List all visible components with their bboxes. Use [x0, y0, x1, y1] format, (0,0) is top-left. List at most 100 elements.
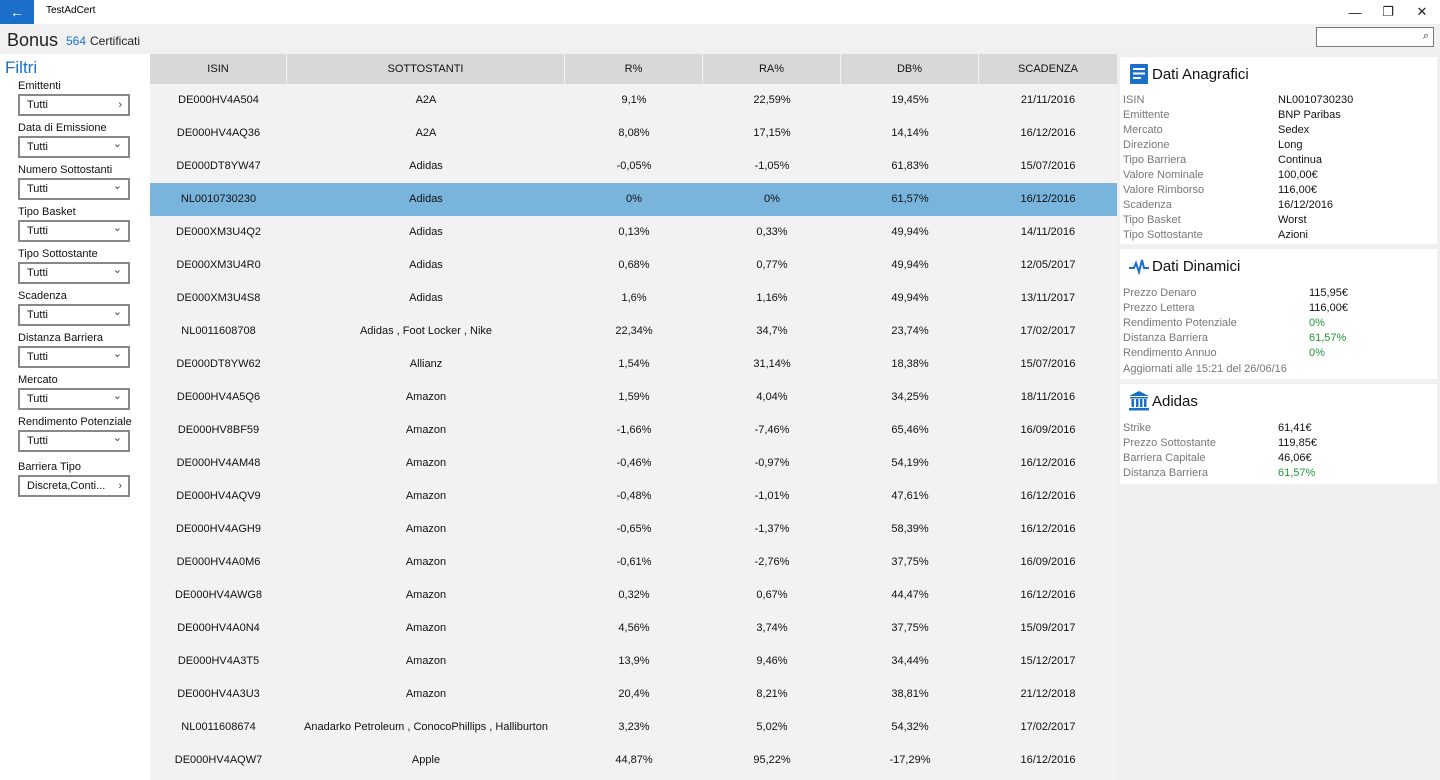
filter-select[interactable]: Discreta,Conti... › [18, 475, 130, 497]
field-label: Valore Nominale [1123, 169, 1204, 181]
column-header-sottostanti[interactable]: SOTTOSTANTI [287, 54, 565, 84]
filter-label: Tipo Sottostante [18, 248, 98, 260]
table-row[interactable]: DE000HV4AQW7 Apple 44,87% 95,22% -17,29% 16/1… [150, 744, 1117, 777]
cell-isin: NL0011608708 [181, 325, 256, 337]
chevron-down-icon: ⌄ [112, 180, 122, 192]
chevron-down-icon: ⌄ [112, 348, 122, 360]
table-row[interactable]: DE000HV4AQV9 Amazon -0,48% -1,01% 47,61% 16/1… [150, 480, 1117, 513]
column-header-r[interactable]: R% [565, 54, 703, 84]
field-value: NL0010730230 [1278, 94, 1354, 106]
filter-select[interactable]: Tutti ⌄ [18, 304, 130, 326]
table-row[interactable]: DE000HV4A0M6 Amazon -0,61% -2,76% 37,75% 16/0… [150, 546, 1117, 579]
field-value: 0% [1309, 347, 1325, 359]
column-header-isin[interactable]: ISIN [150, 54, 287, 84]
table-row[interactable]: DE000HV4A0N4 Amazon 4,56% 3,74% 37,75% 15/09/… [150, 612, 1117, 645]
cell-isin: DE000HV4AQV9 [176, 490, 261, 502]
table-row[interactable]: DE000HV4AGH9 Amazon -0,65% -1,37% 58,39% 16/1… [150, 513, 1117, 546]
title-bar: ← TestAdCert — ❐ ✕ [0, 0, 1440, 24]
table-row[interactable]: DE000HV4A5Q6 Amazon 1,59% 4,04% 34,25% 18/11/… [150, 381, 1117, 414]
chevron-right-icon: › [118, 480, 122, 492]
table-row[interactable]: DE000HV4A3T5 Amazon 13,9% 9,46% 34,44% 15/12/… [150, 645, 1117, 678]
cell-db: 23,74% [891, 325, 929, 337]
cell-sottostanti: Amazon [405, 622, 447, 634]
field-value: BNP Paribas [1278, 109, 1341, 121]
column-header-ra[interactable]: RA% [703, 54, 841, 84]
filter-label: Emittenti [18, 80, 61, 92]
field-label: Rendimento Annuo [1123, 347, 1217, 359]
cell-isin: DE000HV4AGH9 [176, 523, 261, 535]
cell-scadenza: 15/07/2016 [1020, 358, 1076, 370]
filter-select[interactable]: Tutti ⌄ [18, 430, 130, 452]
filter-value: Tutti [27, 351, 48, 363]
close-button[interactable]: ✕ [1405, 0, 1439, 24]
card-title: Dati Anagrafici [1152, 66, 1249, 83]
cell-sottostanti: Apple [411, 754, 441, 766]
restore-button[interactable]: ❐ [1371, 0, 1405, 24]
field-value: Sedex [1278, 124, 1310, 136]
filter-value: Tutti [27, 99, 48, 111]
cell-isin: DE000HV4AQ36 [176, 127, 261, 139]
cell-isin: DE000HV4AQW7 [174, 754, 263, 766]
filter-select[interactable]: Tutti ⌄ [18, 262, 130, 284]
table-row[interactable]: DE000XM3U4R0 Adidas 0,68% 0,77% 49,94% 12/05/… [150, 249, 1117, 282]
column-header-scadenza[interactable]: SCADENZA [1018, 63, 1078, 75]
table-row[interactable]: DE000XM3U4Q2 Adidas 0,13% 0,33% 49,94% 14/11/… [150, 216, 1117, 249]
search-icon[interactable]: ⌕ [1422, 30, 1429, 42]
detail-panel: Dati Anagrafici ISIN NL0010730230 Emittent… [1117, 54, 1440, 780]
cell-isin: DE000HV4AWG8 [174, 589, 263, 601]
table-row[interactable]: DE000DT8YW47 Adidas -0,05% -1,05% 61,83% 15/0… [150, 150, 1117, 183]
field-label: Mercato [1123, 124, 1163, 136]
field-value: 116,00€ [1278, 184, 1317, 196]
column-header-db[interactable]: DB% [841, 54, 979, 84]
cell-sottostanti: Adidas [409, 226, 443, 238]
table-row[interactable]: DE000HV4AWG8 Amazon 0,32% 0,67% 44,47% 16/12/… [150, 579, 1117, 612]
chevron-down-icon: ⌄ [112, 222, 122, 234]
cell-r: 22,34% [615, 325, 653, 337]
cell-r: 1,59% [618, 391, 650, 403]
table-row[interactable]: NL0010730230 Adidas 0% 0% 61,57% 16/12/2016 [150, 183, 1117, 216]
filter-value: Tutti [27, 309, 48, 321]
page-header: Bonus 564 Certificati [0, 24, 1440, 54]
table-row[interactable]: DE000HV4AQ36 A2A 8,08% 17,15% 14,14% 16/12/20… [150, 117, 1117, 150]
filter-select[interactable]: Tutti ⌄ [18, 136, 130, 158]
minimize-button[interactable]: — [1338, 0, 1372, 24]
filter-select[interactable]: Tutti › [18, 94, 130, 116]
filter-select[interactable]: Tutti ⌄ [18, 220, 130, 242]
field-label: Prezzo Denaro [1123, 287, 1197, 299]
search-input[interactable] [1319, 29, 1419, 47]
back-button[interactable]: ← [0, 0, 34, 24]
table-row[interactable]: DE000DT8YW62 Allianz 1,54% 31,14% 18,38% 15/0… [150, 348, 1117, 381]
table-row[interactable]: DE000HV4AM48 Amazon -0,46% -0,97% 54,19% 16/1… [150, 447, 1117, 480]
search-box[interactable]: ⌕ [1316, 27, 1434, 47]
cell-ra: -2,76% [754, 556, 790, 568]
cell-scadenza: 16/12/2016 [1020, 490, 1076, 502]
table-row[interactable]: DE000XM3U4S8 Adidas 1,6% 1,16% 49,94% 13/11/2… [150, 282, 1117, 315]
table-row[interactable]: DE000HV4A504 A2A 9,1% 22,59% 19,45% 21/11/201… [150, 84, 1117, 117]
field-value: 46,06€ [1278, 452, 1312, 464]
last-updated-note: Aggiornati alle 15:21 del 26/06/16 [1123, 363, 1287, 375]
field-label: Distanza Barriera [1123, 332, 1208, 344]
filter-select[interactable]: Tutti ⌄ [18, 178, 130, 200]
cell-ra: -1,05% [754, 160, 790, 172]
cell-isin: DE000HV4A3U3 [177, 688, 260, 700]
cell-isin: DE000HV4A0M6 [176, 556, 261, 568]
cell-scadenza: 16/12/2016 [1020, 754, 1076, 766]
table-row[interactable]: DE000HV8BF59 Amazon -1,66% -7,46% 65,46% 16/0… [150, 414, 1117, 447]
table-row[interactable]: NL0011608674 Anadarko Petroleum , ConocoP… [150, 711, 1117, 744]
table-row[interactable]: NL0011608708 Adidas , Foot Locker , Nike 2… [150, 315, 1117, 348]
filter-value: Tutti [27, 141, 48, 153]
cell-db: 37,75% [891, 622, 929, 634]
table-header: ISIN SOTTOSTANTI R% RA% DB% SCADENZA [150, 54, 1117, 84]
card-title: Adidas [1152, 393, 1198, 410]
filter-select[interactable]: Tutti ⌄ [18, 388, 130, 410]
table-row[interactable]: DE000HV4A3U3 Amazon 20,4% 8,21% 38,81% 21/12/… [150, 678, 1117, 711]
cell-isin: DE000XM3U4S8 [176, 292, 261, 304]
cell-db: 58,39% [891, 523, 929, 535]
cell-db: -17,29% [889, 754, 931, 766]
cell-ra: 3,74% [756, 622, 788, 634]
chevron-down-icon: ⌄ [112, 264, 122, 276]
filter-select[interactable]: Tutti ⌄ [18, 346, 130, 368]
cell-sottostanti: Adidas [409, 160, 443, 172]
field-label: Barriera Capitale [1123, 452, 1206, 464]
cell-db: 37,75% [891, 556, 929, 568]
